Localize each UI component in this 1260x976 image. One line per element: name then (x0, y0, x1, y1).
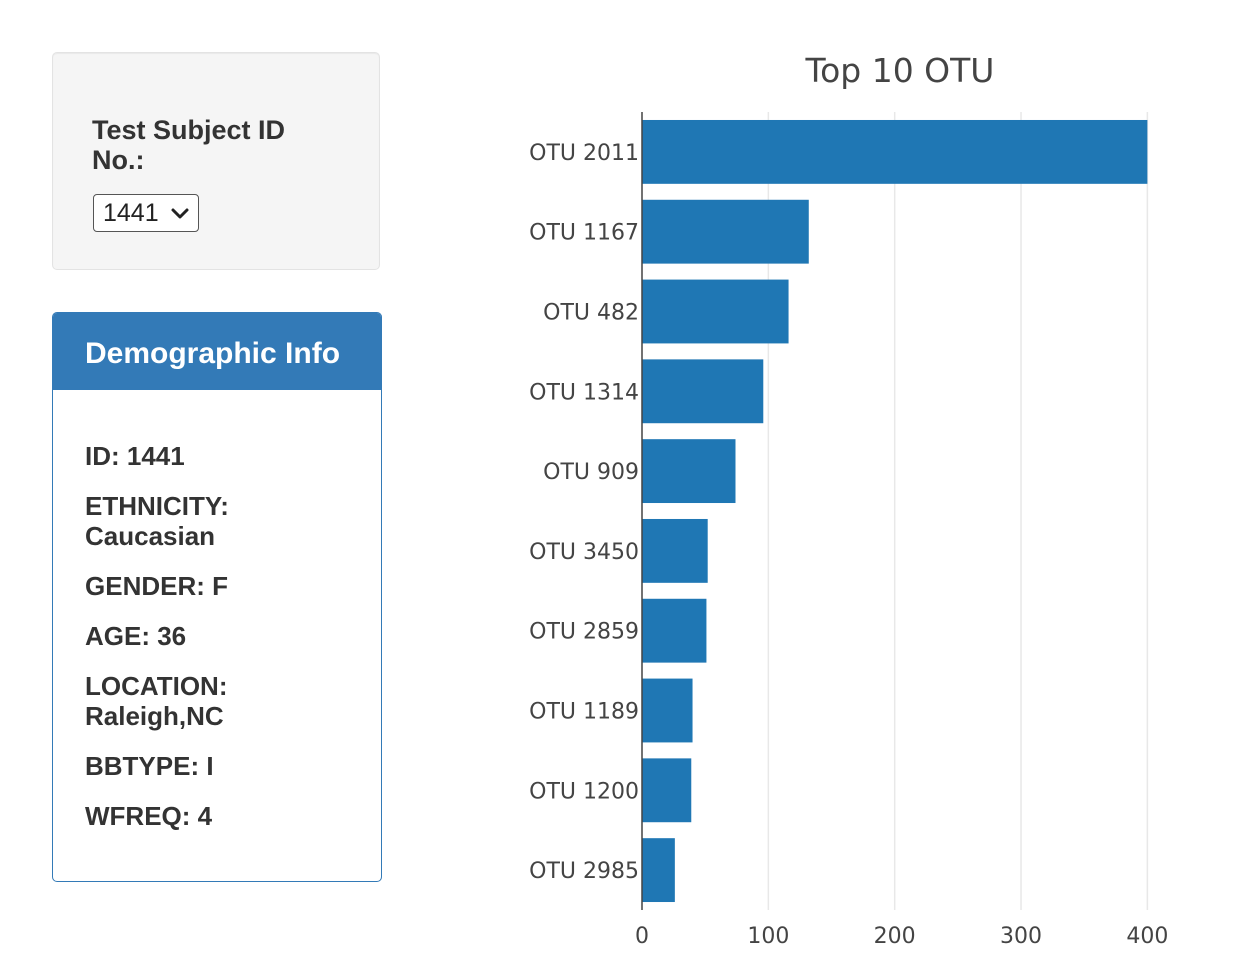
y-tick-label: OTU 1167 (529, 221, 639, 246)
top-otu-chart: Top 10 OTU OTU 2011 OTU 1167 OTU 482 OTU 13… (470, 30, 1190, 960)
demo-ethnicity: ETHNICITY: Caucasian (85, 491, 229, 551)
chart-title: Top 10 OTU (805, 51, 995, 90)
demo-age: AGE: 36 (85, 621, 187, 651)
demo-gender: GENDER: F (85, 571, 228, 601)
chart-gridlines (767, 112, 1149, 910)
x-tick-label: 400 (1126, 924, 1168, 949)
bar-otu-3450[interactable] (642, 518, 708, 583)
x-tick-label: 300 (1000, 924, 1042, 949)
subject-selector-panel: Test Subject ID No.: 1441 (52, 52, 380, 270)
x-tick-label: 100 (747, 924, 789, 949)
demo-wfreq: WFREQ: 4 (85, 801, 213, 831)
bar-otu-1200[interactable] (642, 758, 692, 823)
y-tick-label: OTU 3450 (529, 540, 639, 565)
demographic-info-title: Demographic Info (85, 337, 341, 370)
x-tick-label: 0 (635, 924, 649, 949)
chart-y-tick-labels: OTU 2011 OTU 1167 OTU 482 OTU 1314 OTU 909 OT… (529, 141, 639, 884)
y-tick-label: OTU 1314 (529, 380, 639, 405)
bar-otu-482[interactable] (642, 279, 789, 344)
demographic-info-heading: Demographic Info (53, 313, 381, 390)
bar-otu-2985[interactable] (642, 838, 675, 903)
subject-id-dropdown[interactable]: 1441 (93, 194, 199, 232)
demo-bbtype: BBTYPE: I (85, 751, 214, 781)
y-tick-label: OTU 1189 (529, 700, 639, 725)
y-tick-label: OTU 2859 (529, 620, 639, 645)
y-tick-label: OTU 1200 (529, 779, 639, 804)
chart-x-tick-labels: 0 100 200 300 400 (635, 924, 1168, 949)
subject-id-label: Test Subject ID No.: (92, 115, 286, 175)
top-otu-chart-svg: Top 10 OTU OTU 2011 OTU 1167 OTU 482 OTU 13… (529, 51, 1168, 949)
bar-otu-1167[interactable] (642, 199, 809, 264)
demographic-info-body: ID: 1441 ETHNICITY: Caucasian GENDER: F … (85, 441, 355, 851)
subject-id-selected-value: 1441 (103, 199, 159, 227)
chart-bars (642, 119, 1148, 903)
demographic-info-panel: Demographic Info ID: 1441 ETHNICITY: Cau… (52, 312, 382, 882)
bar-otu-909[interactable] (642, 439, 736, 504)
bar-otu-2859[interactable] (642, 598, 707, 663)
y-tick-label: OTU 2011 (529, 141, 639, 166)
bar-otu-1189[interactable] (642, 678, 693, 743)
x-tick-label: 200 (874, 924, 916, 949)
y-tick-label: OTU 2985 (529, 859, 639, 884)
bar-otu-1314[interactable] (642, 359, 764, 424)
demo-location: LOCATION: Raleigh,NC (85, 671, 228, 731)
y-tick-label: OTU 482 (543, 301, 639, 326)
bar-otu-2011[interactable] (642, 119, 1148, 184)
chevron-down-icon (171, 208, 189, 219)
demo-id: ID: 1441 (85, 441, 185, 471)
y-tick-label: OTU 909 (543, 460, 639, 485)
